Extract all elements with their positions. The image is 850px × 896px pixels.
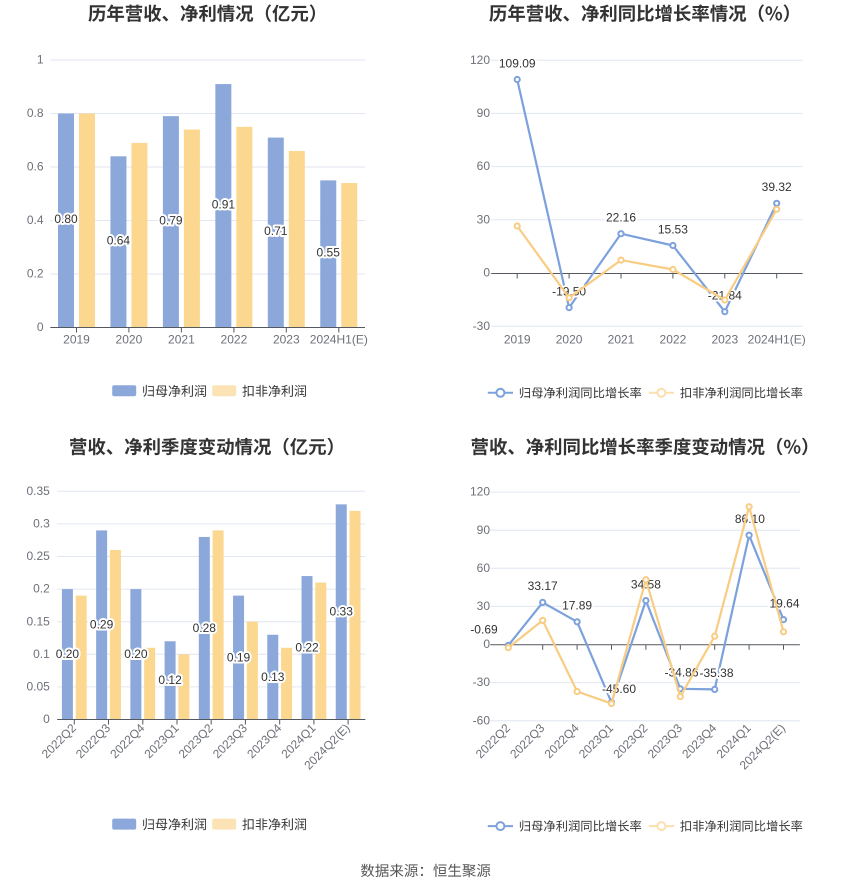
svg-text:0.35: 0.35	[26, 484, 50, 498]
svg-text:17.89: 17.89	[562, 599, 592, 613]
svg-text:0.22: 0.22	[295, 641, 319, 655]
svg-text:120: 120	[470, 53, 490, 67]
svg-text:0.20: 0.20	[56, 647, 80, 661]
svg-text:90: 90	[477, 523, 491, 537]
svg-text:109.09: 109.09	[499, 56, 536, 70]
svg-text:0: 0	[37, 320, 44, 334]
svg-text:0.64: 0.64	[107, 234, 131, 248]
svg-text:0.05: 0.05	[26, 680, 50, 694]
svg-text:0.15: 0.15	[26, 614, 50, 628]
svg-text:-35.38: -35.38	[699, 666, 733, 680]
svg-text:2023: 2023	[711, 333, 738, 347]
svg-text:39.32: 39.32	[762, 180, 792, 194]
svg-text:0.91: 0.91	[212, 197, 236, 211]
svg-text:-30: -30	[473, 319, 491, 333]
svg-text:2019: 2019	[63, 333, 90, 347]
svg-text:0.2: 0.2	[27, 267, 44, 281]
svg-text:-60: -60	[473, 713, 491, 727]
svg-text:0.80: 0.80	[54, 212, 78, 226]
svg-text:-0.69: -0.69	[470, 622, 498, 636]
svg-text:0.8: 0.8	[27, 106, 44, 120]
svg-text:15.53: 15.53	[658, 222, 688, 236]
svg-text:0.25: 0.25	[26, 549, 50, 563]
svg-text:-45.60: -45.60	[602, 682, 636, 696]
svg-text:2022: 2022	[221, 333, 248, 347]
svg-text:0.28: 0.28	[193, 621, 217, 635]
svg-text:30: 30	[477, 212, 491, 226]
svg-text:0.1: 0.1	[33, 647, 50, 661]
svg-text:22.16: 22.16	[606, 211, 636, 225]
svg-text:0.33: 0.33	[330, 605, 354, 619]
svg-text:2024H1(E): 2024H1(E)	[748, 333, 806, 347]
svg-text:0.55: 0.55	[317, 246, 341, 260]
svg-text:0.12: 0.12	[158, 673, 182, 687]
svg-text:30: 30	[477, 599, 491, 613]
svg-text:90: 90	[477, 106, 491, 120]
svg-text:0.19: 0.19	[227, 650, 251, 664]
svg-text:2023: 2023	[273, 333, 300, 347]
svg-text:0.2: 0.2	[33, 582, 50, 596]
svg-text:33.17: 33.17	[528, 579, 558, 593]
svg-text:0.71: 0.71	[264, 224, 288, 238]
svg-text:0.29: 0.29	[90, 618, 114, 632]
svg-text:0.79: 0.79	[159, 213, 183, 227]
svg-text:2021: 2021	[168, 333, 195, 347]
svg-text:-21.84: -21.84	[708, 289, 742, 303]
svg-text:60: 60	[477, 561, 491, 575]
svg-text:0: 0	[483, 637, 490, 651]
svg-text:120: 120	[470, 485, 490, 499]
svg-text:0.13: 0.13	[261, 670, 285, 684]
svg-text:2019: 2019	[504, 333, 531, 347]
svg-text:2020: 2020	[116, 333, 143, 347]
svg-text:2020: 2020	[556, 333, 583, 347]
svg-text:86.10: 86.10	[735, 512, 765, 526]
svg-text:34.58: 34.58	[631, 577, 661, 591]
svg-text:0: 0	[483, 266, 490, 280]
svg-text:0.6: 0.6	[27, 160, 44, 174]
svg-text:0: 0	[43, 712, 50, 726]
svg-text:0.20: 0.20	[124, 647, 148, 661]
svg-text:2021: 2021	[608, 333, 635, 347]
svg-text:0.3: 0.3	[33, 517, 50, 531]
svg-text:1: 1	[37, 53, 44, 67]
svg-text:-30: -30	[473, 675, 491, 689]
svg-text:2024H1(E): 2024H1(E)	[310, 333, 368, 347]
svg-text:0.4: 0.4	[27, 213, 44, 227]
svg-text:60: 60	[477, 159, 491, 173]
svg-text:2022: 2022	[660, 333, 687, 347]
